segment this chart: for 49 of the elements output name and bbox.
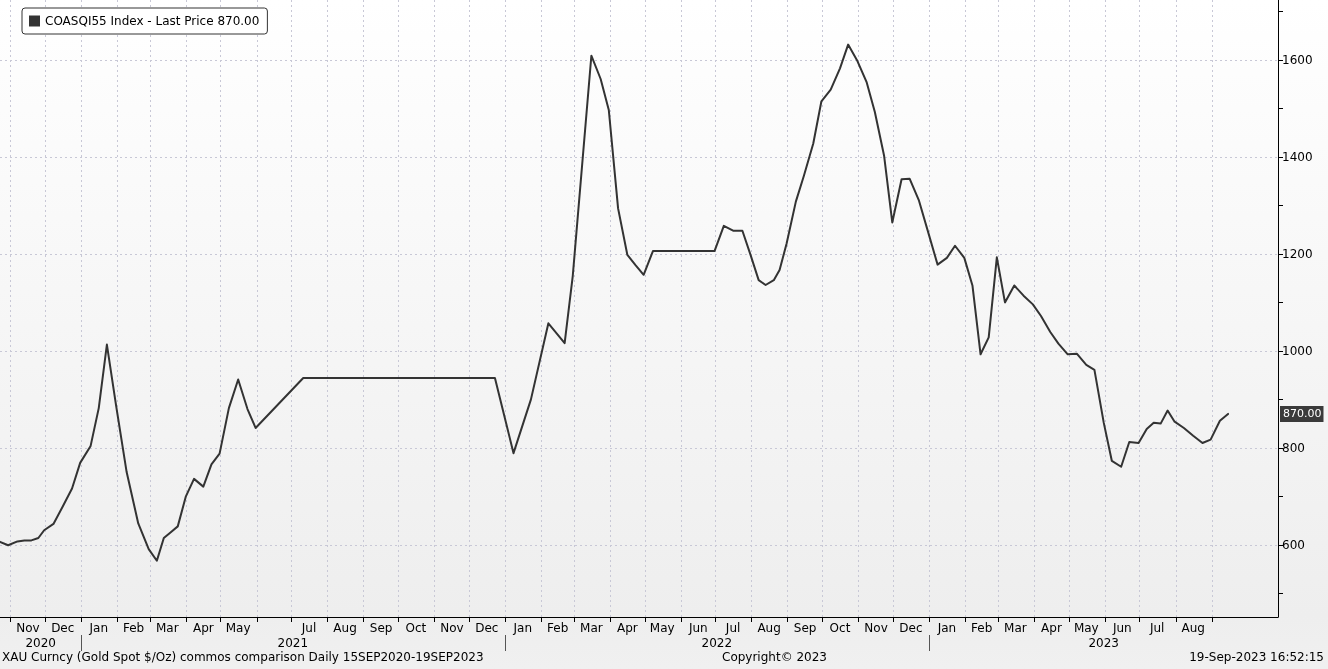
x2-tick-label: 2023 (1088, 636, 1119, 650)
x-tick-label: Mar (580, 621, 603, 635)
line-series (0, 43, 1230, 562)
x-tick-label: May (649, 621, 675, 635)
x-tick-label: May (225, 621, 251, 635)
y-tick-label: 600 (1282, 537, 1305, 552)
x-tick-label: Mar (155, 621, 179, 635)
text: XAU Curncy (Gold Spot $/Oz) commos comparison Daily 15SEP2020-19SEP2023 (2, 650, 484, 664)
text: 19-Sep-2023 16:52:15 (1189, 650, 1324, 664)
x-tick-label: Sep (369, 621, 393, 635)
x-tick-label: Jan (512, 621, 533, 635)
x-tick-label: Nov (864, 621, 888, 635)
y-tick-label: 1400 (1282, 150, 1313, 165)
x-tick-label: May (1073, 621, 1099, 635)
x2-tick-label: 2021 (277, 636, 309, 650)
x-tick-label: Jan (936, 621, 957, 635)
text: 870.00 (1283, 407, 1322, 421)
x-tick-label: Jun (687, 621, 708, 635)
x-tick-label: Jul (724, 621, 741, 635)
x-tick-label: Sep (793, 621, 817, 635)
y-tick-label: 1600 (1282, 53, 1313, 68)
x-tick-label: Dec (51, 621, 75, 635)
x-tick-label: Dec (899, 621, 923, 635)
x2-tick-label: 2020 (25, 636, 56, 650)
legend-label: COASQI55 Index - Last Price 870.00 (45, 14, 260, 28)
x-tick-label: Apr (1041, 621, 1062, 635)
x-tick-label: Oct (829, 621, 851, 635)
x-tick-label: Nov (440, 621, 464, 635)
x-tick-label: Mar (1004, 621, 1027, 635)
x-tick-label: Aug (333, 621, 357, 635)
x-tick-label: Nov (16, 621, 40, 635)
x-tick-label: Aug (757, 621, 781, 635)
y-tick-label: 1000 (1282, 343, 1313, 358)
x-tick-label: Feb (122, 621, 145, 635)
x-tick-label: Jan (88, 621, 108, 635)
x-tick-label: Apr (617, 621, 638, 635)
x-tick-label: Dec (475, 621, 499, 635)
y-tick-label: 800 (1282, 440, 1305, 455)
x-tick-label: Jun (1111, 621, 1132, 635)
x-tick-label: Aug (1181, 621, 1205, 635)
x2-tick-label: 2022 (701, 636, 733, 650)
x-tick-label: Jul (300, 621, 317, 635)
x-tick-label: Oct (405, 621, 427, 635)
x-tick-label: Feb (971, 621, 993, 635)
x-tick-label: Feb (547, 621, 569, 635)
x-tick-label: Jul (1148, 621, 1165, 635)
x-tick-label: Apr (192, 621, 214, 635)
y-tick-label: 1200 (1282, 246, 1313, 261)
text: Copyright© 2023 (722, 650, 827, 664)
